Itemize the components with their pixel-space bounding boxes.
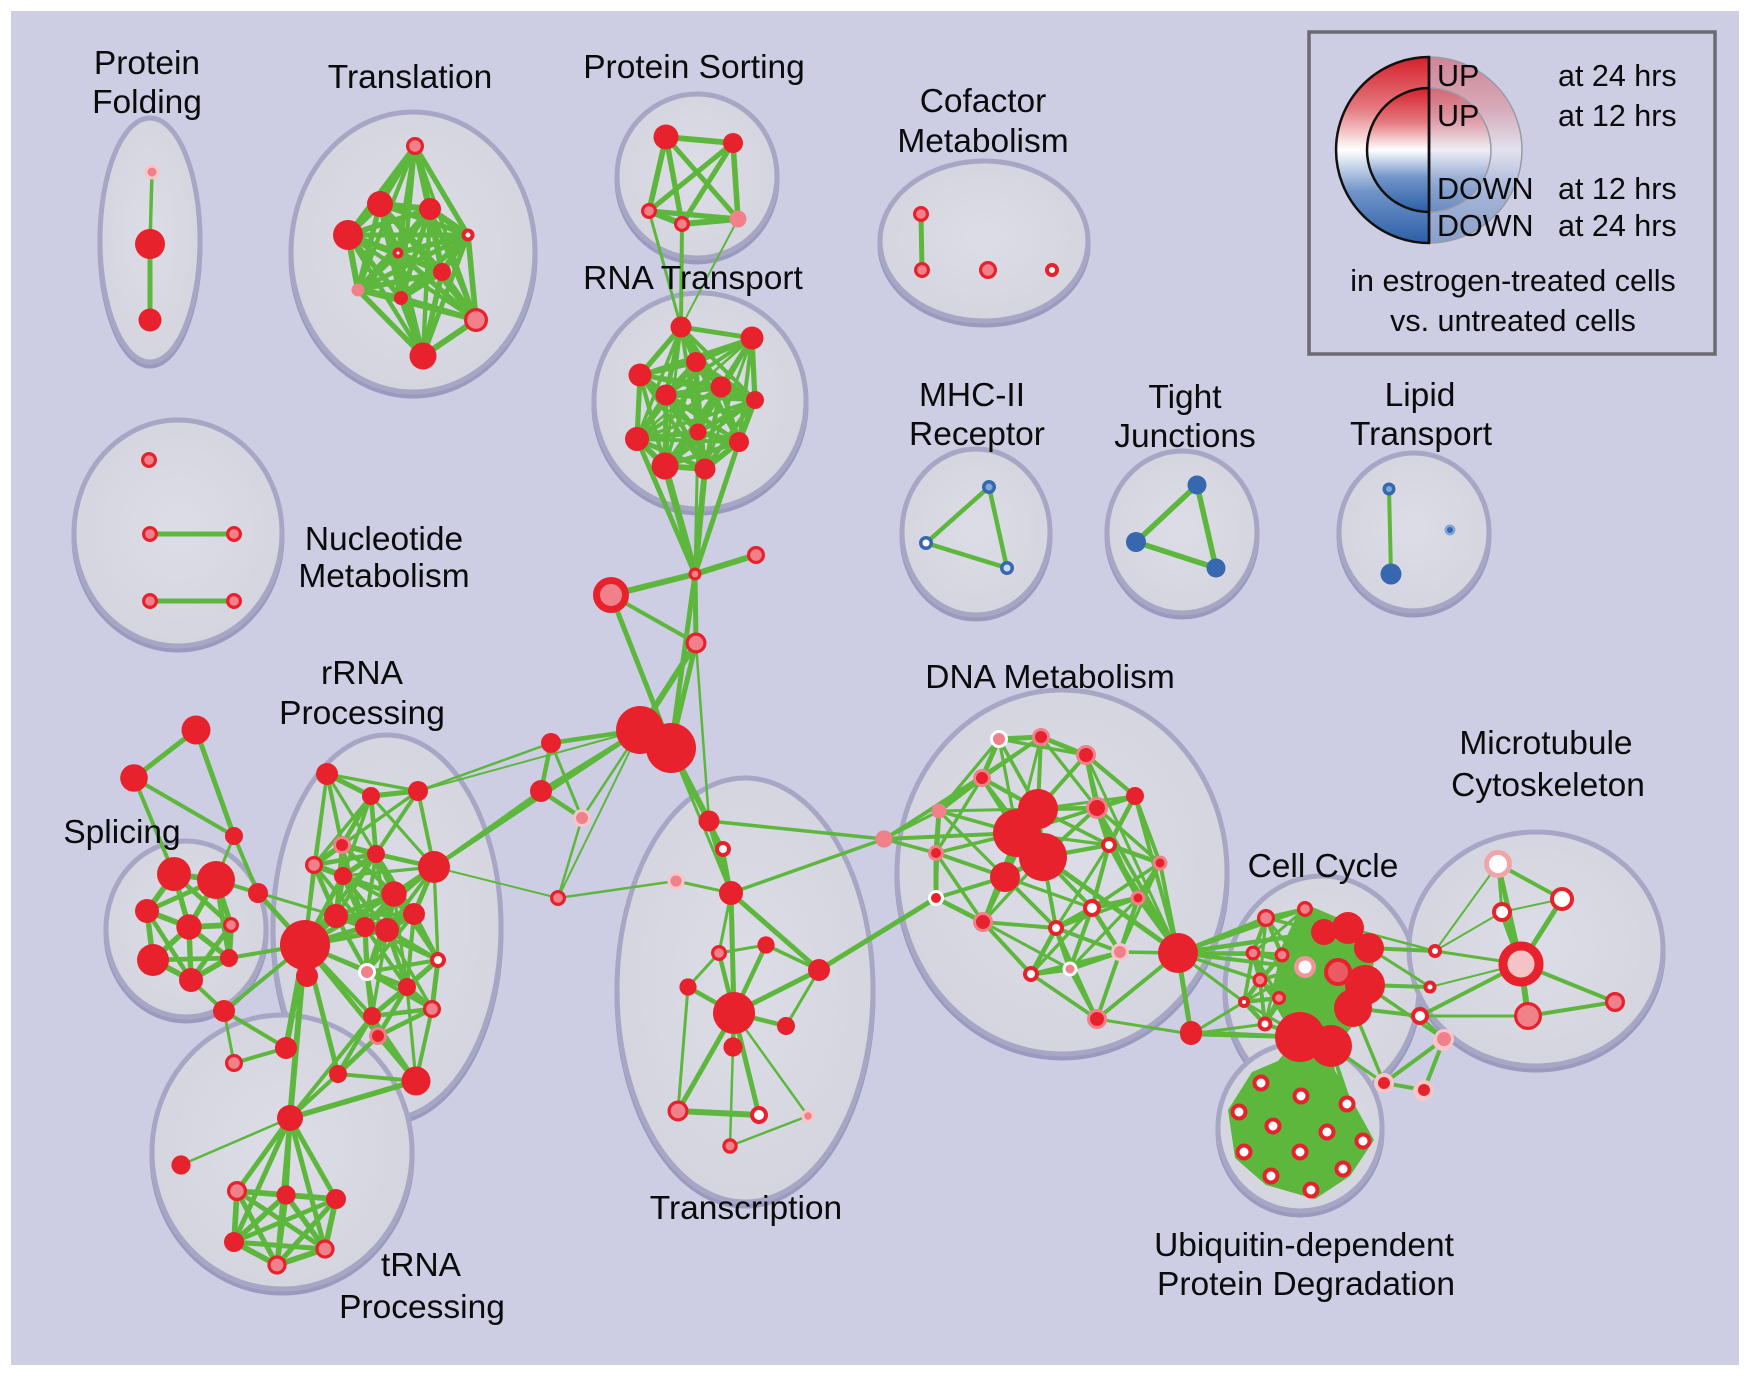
svg-text:Cell Cycle: Cell Cycle: [1248, 848, 1399, 885]
svg-text:RNA Transport: RNA Transport: [583, 260, 803, 297]
svg-text:Microtubule: Microtubule: [1459, 725, 1632, 762]
svg-text:vs. untreated cells: vs. untreated cells: [1390, 304, 1636, 338]
svg-text:Processing: Processing: [339, 1289, 505, 1326]
svg-text:UP: UP: [1437, 59, 1479, 93]
svg-text:MHC-II: MHC-II: [919, 377, 1025, 414]
svg-text:at 12 hrs: at 12 hrs: [1558, 99, 1677, 133]
svg-text:DOWN: DOWN: [1437, 172, 1534, 206]
svg-text:Protein Sorting: Protein Sorting: [583, 49, 805, 86]
svg-text:in estrogen-treated cells: in estrogen-treated cells: [1350, 264, 1676, 298]
svg-text:Processing: Processing: [279, 695, 445, 732]
svg-text:Cytoskeleton: Cytoskeleton: [1451, 767, 1645, 804]
svg-text:Splicing: Splicing: [63, 814, 180, 851]
svg-text:Junctions: Junctions: [1114, 418, 1256, 455]
svg-text:DOWN: DOWN: [1437, 209, 1534, 243]
svg-text:Transcription: Transcription: [650, 1190, 842, 1227]
svg-text:Metabolism: Metabolism: [298, 558, 469, 595]
svg-text:Tight: Tight: [1148, 379, 1222, 416]
svg-text:Translation: Translation: [328, 59, 492, 96]
svg-text:at 12 hrs: at 12 hrs: [1558, 172, 1677, 206]
svg-text:Protein: Protein: [94, 45, 200, 82]
svg-text:Ubiquitin-dependent: Ubiquitin-dependent: [1154, 1227, 1455, 1264]
svg-text:Receptor: Receptor: [909, 416, 1045, 453]
svg-text:UP: UP: [1437, 99, 1479, 133]
svg-text:DNA Metabolism: DNA Metabolism: [925, 659, 1174, 696]
svg-text:Transport: Transport: [1350, 416, 1493, 453]
svg-text:at 24 hrs: at 24 hrs: [1558, 59, 1677, 93]
svg-text:at 24 hrs: at 24 hrs: [1558, 209, 1677, 243]
svg-text:tRNA: tRNA: [381, 1247, 462, 1284]
svg-text:Protein Degradation: Protein Degradation: [1157, 1266, 1455, 1303]
svg-text:rRNA: rRNA: [321, 655, 404, 692]
svg-text:Lipid: Lipid: [1385, 377, 1456, 414]
svg-text:Metabolism: Metabolism: [897, 123, 1068, 160]
svg-text:Cofactor: Cofactor: [920, 83, 1047, 120]
svg-text:Nucleotide: Nucleotide: [305, 521, 463, 558]
svg-text:Folding: Folding: [92, 84, 202, 121]
